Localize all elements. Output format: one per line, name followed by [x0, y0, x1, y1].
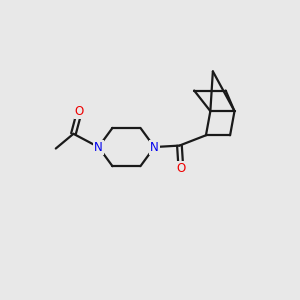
Text: O: O [176, 162, 185, 175]
Text: O: O [75, 105, 84, 118]
Text: N: N [94, 141, 103, 154]
Text: N: N [150, 141, 159, 154]
